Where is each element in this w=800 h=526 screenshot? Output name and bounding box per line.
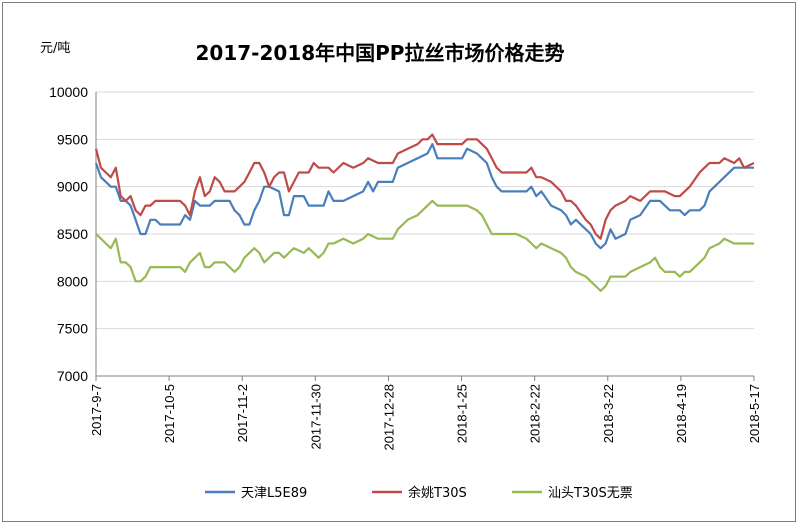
y-axis-ticks: 10000 9500 9000 8500 8000 7500 7000 [49, 84, 88, 384]
y-tick-label: 9000 [57, 179, 88, 195]
x-tick-label: 2017-12-28 [381, 384, 396, 451]
gridlines [96, 91, 754, 377]
series-lines [94, 133, 755, 292]
series-line-0 [94, 143, 754, 250]
x-tick-label: 2017-11-2 [235, 384, 250, 442]
x-tick-label: 2018-1-25 [455, 384, 470, 443]
x-tick-label: 2017-9-7 [89, 384, 104, 436]
series-line-1 [94, 133, 755, 240]
y-axis-unit-label: 元/吨 [40, 41, 70, 56]
y-tick-label: 9500 [57, 131, 88, 147]
x-tick-label: 2018-2-22 [528, 384, 543, 443]
y-tick-label: 10000 [49, 84, 88, 100]
x-axis-ticks: 2017-9-7 2017-10-5 2017-11-2 2017-11-30 2017… [89, 376, 762, 451]
legend: 天津L5E89 余姚T30S 汕头T30S无票 [205, 485, 633, 501]
x-tick-label: 2018-5-17 [747, 384, 762, 443]
x-tick-label: 2018-3-22 [601, 384, 616, 443]
y-tick-label: 8500 [57, 226, 88, 242]
y-tick-label: 7500 [57, 321, 88, 337]
legend-label: 汕头T30S无票 [548, 486, 633, 501]
x-tick-label: 2017-10-5 [162, 384, 177, 443]
y-tick-label: 8000 [57, 273, 88, 289]
series-line-2 [95, 199, 754, 292]
legend-label: 天津L5E89 [241, 486, 307, 501]
chart-title: 2017-2018年中国PP拉丝市场价格走势 [196, 41, 565, 65]
legend-label: 余姚T30S [408, 485, 467, 501]
y-tick-label: 7000 [57, 368, 88, 384]
x-tick-label: 2017-11-30 [308, 384, 323, 450]
x-tick-label: 2018-4-19 [674, 384, 689, 443]
